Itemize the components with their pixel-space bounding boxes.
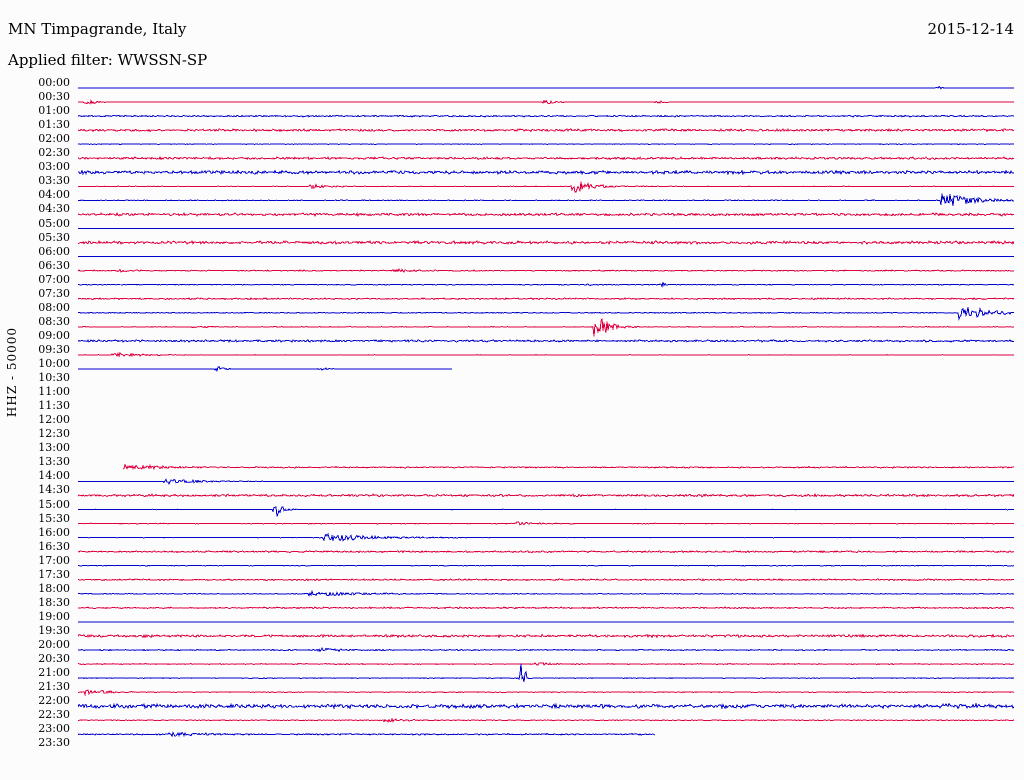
time-label-07-30: 07:30 xyxy=(38,286,70,300)
trace-20-00 xyxy=(78,647,1014,653)
trace-07-30 xyxy=(78,297,1014,301)
time-label-02-30: 02:30 xyxy=(38,146,70,160)
time-label-21-30: 21:30 xyxy=(38,680,70,694)
trace-08-00 xyxy=(78,306,1014,321)
page-title: MN Timpagrande, Italy xyxy=(8,20,187,38)
time-label-08-30: 08:30 xyxy=(38,314,70,328)
time-label-11-00: 11:00 xyxy=(38,385,70,399)
time-label-15-30: 15:30 xyxy=(38,511,70,525)
trace-23-00 xyxy=(78,731,656,738)
time-label-10-30: 10:30 xyxy=(38,371,70,385)
time-label-17-30: 17:30 xyxy=(38,567,70,581)
record-date: 2015-12-14 xyxy=(927,20,1014,38)
time-label-20-00: 20:00 xyxy=(38,638,70,651)
time-label-22-00: 22:00 xyxy=(38,694,70,708)
time-label-00-00: 00:00 xyxy=(38,76,70,89)
trace-00-00 xyxy=(78,85,1014,90)
trace-14-00 xyxy=(78,478,1014,485)
trace-17-30 xyxy=(78,578,1014,582)
time-label-07-00: 07:00 xyxy=(38,272,70,286)
time-label-14-00: 14:00 xyxy=(38,469,70,483)
time-label-06-00: 06:00 xyxy=(38,244,70,258)
trace-06-30 xyxy=(78,268,1014,273)
time-label-09-00: 09:00 xyxy=(38,328,70,342)
time-label-16-30: 16:30 xyxy=(38,539,70,553)
time-label-22-30: 22:30 xyxy=(38,708,70,722)
time-label-04-00: 04:00 xyxy=(38,188,70,202)
trace-20-30 xyxy=(78,662,1014,666)
time-label-05-30: 05:30 xyxy=(38,230,70,244)
trace-00-30 xyxy=(78,99,1014,105)
seismogram-plot xyxy=(78,82,1014,768)
trace-03-30 xyxy=(78,181,1014,193)
trace-21-30 xyxy=(78,689,1014,697)
time-label-06-30: 06:30 xyxy=(38,258,70,272)
time-label-20-30: 20:30 xyxy=(38,652,70,666)
time-label-01-00: 01:00 xyxy=(38,104,70,118)
time-axis-labels: 00:00 00:30 01:00 01:30 02:00 02:30 03:00 03:30… xyxy=(0,76,74,772)
time-label-13-30: 13:30 xyxy=(38,455,70,469)
time-label-02-00: 02:00 xyxy=(38,132,70,146)
time-label-19-30: 19:30 xyxy=(38,623,70,637)
time-label-23-30: 23:30 xyxy=(38,736,70,750)
time-label-17-00: 17:00 xyxy=(38,553,70,567)
time-label-12-00: 12:00 xyxy=(38,413,70,427)
time-label-23-00: 23:00 xyxy=(38,722,70,736)
trace-01-30 xyxy=(78,128,1014,133)
time-label-15-00: 15:00 xyxy=(38,497,70,511)
time-label-09-30: 09:30 xyxy=(38,342,70,356)
time-label-19-00: 19:00 xyxy=(38,609,70,623)
trace-22-30 xyxy=(78,717,1014,723)
time-label-18-00: 18:00 xyxy=(38,581,70,595)
trace-05-30 xyxy=(78,240,1014,246)
trace-07-00 xyxy=(78,281,1014,288)
trace-03-00 xyxy=(78,169,1014,176)
trace-10-00 xyxy=(78,366,453,373)
trace-18-00 xyxy=(78,589,1014,597)
trace-14-30 xyxy=(78,493,1014,498)
trace-02-30 xyxy=(78,156,1014,161)
trace-canvas xyxy=(78,85,1014,738)
time-label-16-00: 16:00 xyxy=(38,525,70,539)
trace-18-30 xyxy=(78,606,1014,610)
trace-13-30 xyxy=(122,463,1014,471)
time-label-04-30: 04:30 xyxy=(38,202,70,216)
trace-22-00 xyxy=(78,702,1014,710)
trace-16-00 xyxy=(78,532,1014,542)
time-label-14-30: 14:30 xyxy=(38,483,70,497)
trace-19-30 xyxy=(78,633,1014,639)
trace-04-30 xyxy=(78,212,1014,217)
trace-09-30 xyxy=(78,351,1014,358)
time-label-12-30: 12:30 xyxy=(38,427,70,441)
time-label-03-30: 03:30 xyxy=(38,174,70,188)
trace-04-00 xyxy=(78,193,1014,206)
applied-filter-label: Applied filter: WWSSN-SP xyxy=(8,51,208,69)
trace-09-00 xyxy=(78,338,1014,343)
time-label-18-30: 18:30 xyxy=(38,595,70,609)
time-label-10-00: 10:00 xyxy=(38,357,70,370)
trace-15-30 xyxy=(78,521,1014,526)
trace-01-00 xyxy=(78,114,1014,118)
time-label-05-00: 05:00 xyxy=(38,216,70,230)
time-label-08-00: 08:00 xyxy=(38,300,70,314)
time-label-13-00: 13:00 xyxy=(38,441,70,455)
trace-15-00 xyxy=(78,506,1014,517)
time-label-01-30: 01:30 xyxy=(38,118,70,132)
trace-16-30 xyxy=(78,550,1014,554)
time-label-21-00: 21:00 xyxy=(38,666,70,680)
time-label-00-30: 00:30 xyxy=(38,90,70,104)
trace-21-00 xyxy=(78,663,1014,683)
trace-08-30 xyxy=(78,318,1014,337)
time-label-03-00: 03:00 xyxy=(38,160,70,174)
time-label-11-30: 11:30 xyxy=(38,399,70,413)
